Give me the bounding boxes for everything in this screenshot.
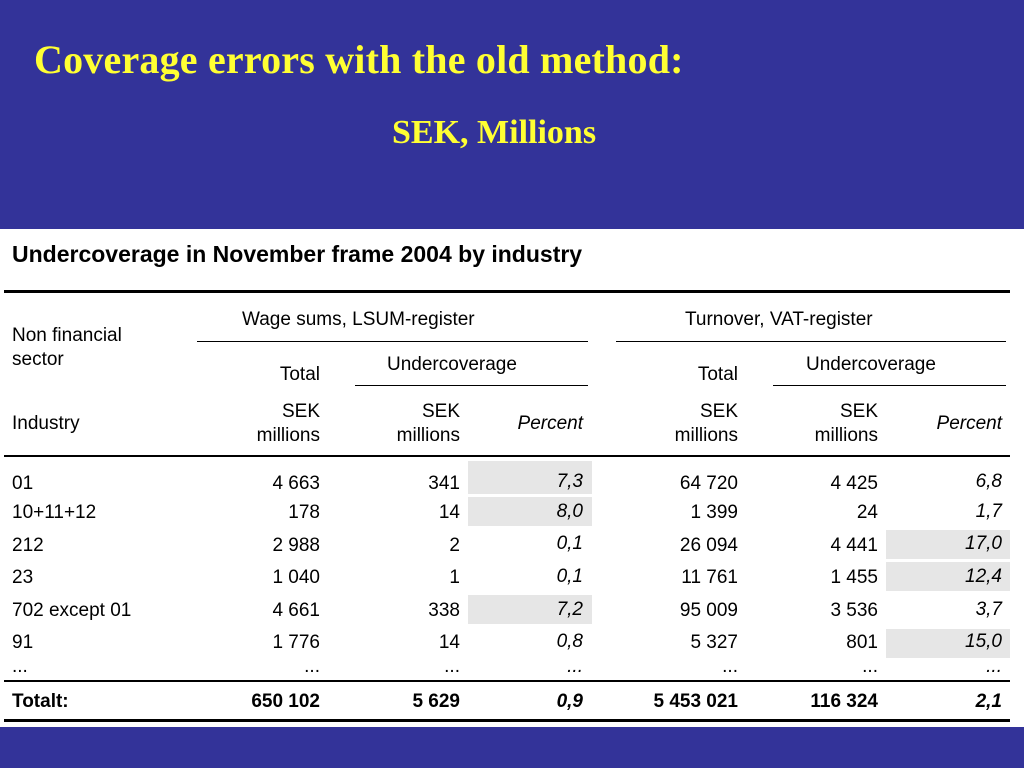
- wage-sek-cell: 2: [449, 535, 460, 556]
- total-top-rule: [4, 680, 1010, 682]
- sek-label: SEK: [699, 401, 738, 422]
- turnover-total-unit: SEK millions: [638, 400, 738, 448]
- turnover-total-cell: 5 453 021: [653, 691, 738, 712]
- turnover-percent-label: Percent: [936, 413, 1002, 434]
- industry-cell: 23: [12, 567, 34, 588]
- total-label-cell: Totalt:: [12, 691, 69, 712]
- wage-total-cell: 650 102: [251, 691, 320, 712]
- turnover-group-rule: [616, 341, 1006, 342]
- turnover-sek-cell: 1 455: [830, 567, 878, 588]
- wage-total-label: Total: [279, 364, 320, 385]
- turnover-under-rule: [773, 385, 1006, 386]
- wage-sek-cell: ...: [444, 656, 460, 677]
- wage-total-cell: 4 661: [272, 600, 320, 621]
- highlight-cell: [468, 497, 592, 526]
- turnover-sek-cell: 3 536: [830, 600, 878, 621]
- wage-sek-cell: 341: [428, 473, 460, 494]
- wage-total-unit: SEK millions: [220, 400, 320, 448]
- wage-sek-cell: 14: [438, 502, 460, 523]
- wage-under-rule: [355, 385, 588, 386]
- slide-title: Coverage errors with the old method:: [34, 37, 684, 82]
- turnover-sek-cell: 116 324: [810, 691, 878, 712]
- turnover-pct-cell: 12,4: [965, 566, 1002, 587]
- industry-cell: 10+11+12: [12, 502, 97, 523]
- bottom-rule: [4, 719, 1010, 722]
- table-panel: Undercoverage in November frame 2004 by …: [0, 229, 1024, 727]
- wage-pct-cell: 0,1: [556, 533, 583, 554]
- turnover-total-cell: 26 094: [679, 535, 738, 556]
- turnover-sek-cell: 4 425: [830, 473, 878, 494]
- millions-label: millions: [674, 425, 738, 446]
- top-rule: [4, 290, 1010, 293]
- turnover-sek-unit: SEK millions: [778, 400, 878, 448]
- turnover-sek-cell: 801: [846, 632, 878, 653]
- turnover-total-label: Total: [697, 364, 738, 385]
- industry-label: Industry: [12, 413, 80, 434]
- table-title: Undercoverage in November frame 2004 by …: [12, 241, 583, 267]
- header-bottom-rule: [4, 455, 1010, 457]
- industry-cell: 91: [12, 632, 34, 653]
- wage-sek-cell: 1: [449, 567, 460, 588]
- wage-pct-cell: 0,8: [556, 631, 583, 652]
- highlight-cell: [886, 530, 1010, 559]
- wage-sek-unit: SEK millions: [360, 400, 460, 448]
- wage-pct-cell: ...: [567, 656, 583, 677]
- wage-pct-cell: 8,0: [556, 501, 583, 522]
- industry-cell: 702 except 01: [12, 600, 132, 621]
- wage-total-cell: 2 988: [272, 535, 320, 556]
- wage-undercoverage-label: Undercoverage: [387, 354, 517, 375]
- millions-label: millions: [814, 425, 878, 446]
- highlight-cell: [468, 595, 592, 624]
- turnover-pct-cell: 3,7: [975, 599, 1002, 620]
- turnover-undercoverage-label: Undercoverage: [806, 354, 936, 375]
- wage-pct-cell: 0,9: [556, 691, 583, 712]
- wage-total-cell: 178: [288, 502, 320, 523]
- industry-cell: 01: [12, 473, 34, 494]
- wage-pct-cell: 0,1: [556, 566, 583, 587]
- industry-cell: 212: [12, 535, 44, 556]
- wage-total-cell: 4 663: [272, 473, 320, 494]
- turnover-pct-cell: 1,7: [975, 501, 1002, 522]
- turnover-pct-cell: 17,0: [965, 533, 1002, 554]
- turnover-sek-cell: 24: [856, 502, 878, 523]
- turnover-total-cell: ...: [722, 656, 738, 677]
- turnover-total-cell: 5 327: [690, 632, 738, 653]
- wage-total-cell: ...: [304, 656, 320, 677]
- industry-cell: ...: [12, 656, 28, 677]
- wage-group-rule: [197, 341, 588, 342]
- sector-label: Non financial sector: [12, 325, 122, 370]
- wage-pct-cell: 7,2: [556, 599, 583, 620]
- turnover-total-cell: 95 009: [679, 600, 738, 621]
- wage-pct-cell: 7,3: [556, 471, 583, 492]
- turnover-pct-cell: 6,8: [975, 471, 1002, 492]
- millions-label: millions: [396, 425, 460, 446]
- highlight-cell: [886, 562, 1010, 591]
- wage-sek-cell: 338: [428, 600, 460, 621]
- highlight-cell: [468, 461, 592, 494]
- sek-label: SEK: [281, 401, 320, 422]
- turnover-pct-cell: 2,1: [975, 691, 1002, 712]
- wage-total-cell: 1 040: [272, 567, 320, 588]
- wage-sek-cell: 14: [438, 632, 460, 653]
- wage-percent-label: Percent: [517, 413, 583, 434]
- wage-total-cell: 1 776: [272, 632, 320, 653]
- turnover-pct-cell: 15,0: [965, 631, 1002, 652]
- slide-subtitle: SEK, Millions: [392, 114, 597, 151]
- turnover-sek-cell: ...: [862, 656, 878, 677]
- sek-label: SEK: [421, 401, 460, 422]
- turnover-total-cell: 11 761: [681, 567, 738, 588]
- turnover-total-cell: 64 720: [679, 473, 738, 494]
- sek-label: SEK: [839, 401, 878, 422]
- group-turnover-label: Turnover, VAT-register: [685, 309, 873, 330]
- turnover-total-cell: 1 399: [690, 502, 738, 523]
- wage-sek-cell: 5 629: [412, 691, 460, 712]
- turnover-pct-cell: ...: [986, 656, 1002, 677]
- turnover-sek-cell: 4 441: [830, 535, 878, 556]
- group-wage-label: Wage sums, LSUM-register: [242, 309, 475, 330]
- millions-label: millions: [256, 425, 320, 446]
- highlight-cell: [886, 629, 1010, 658]
